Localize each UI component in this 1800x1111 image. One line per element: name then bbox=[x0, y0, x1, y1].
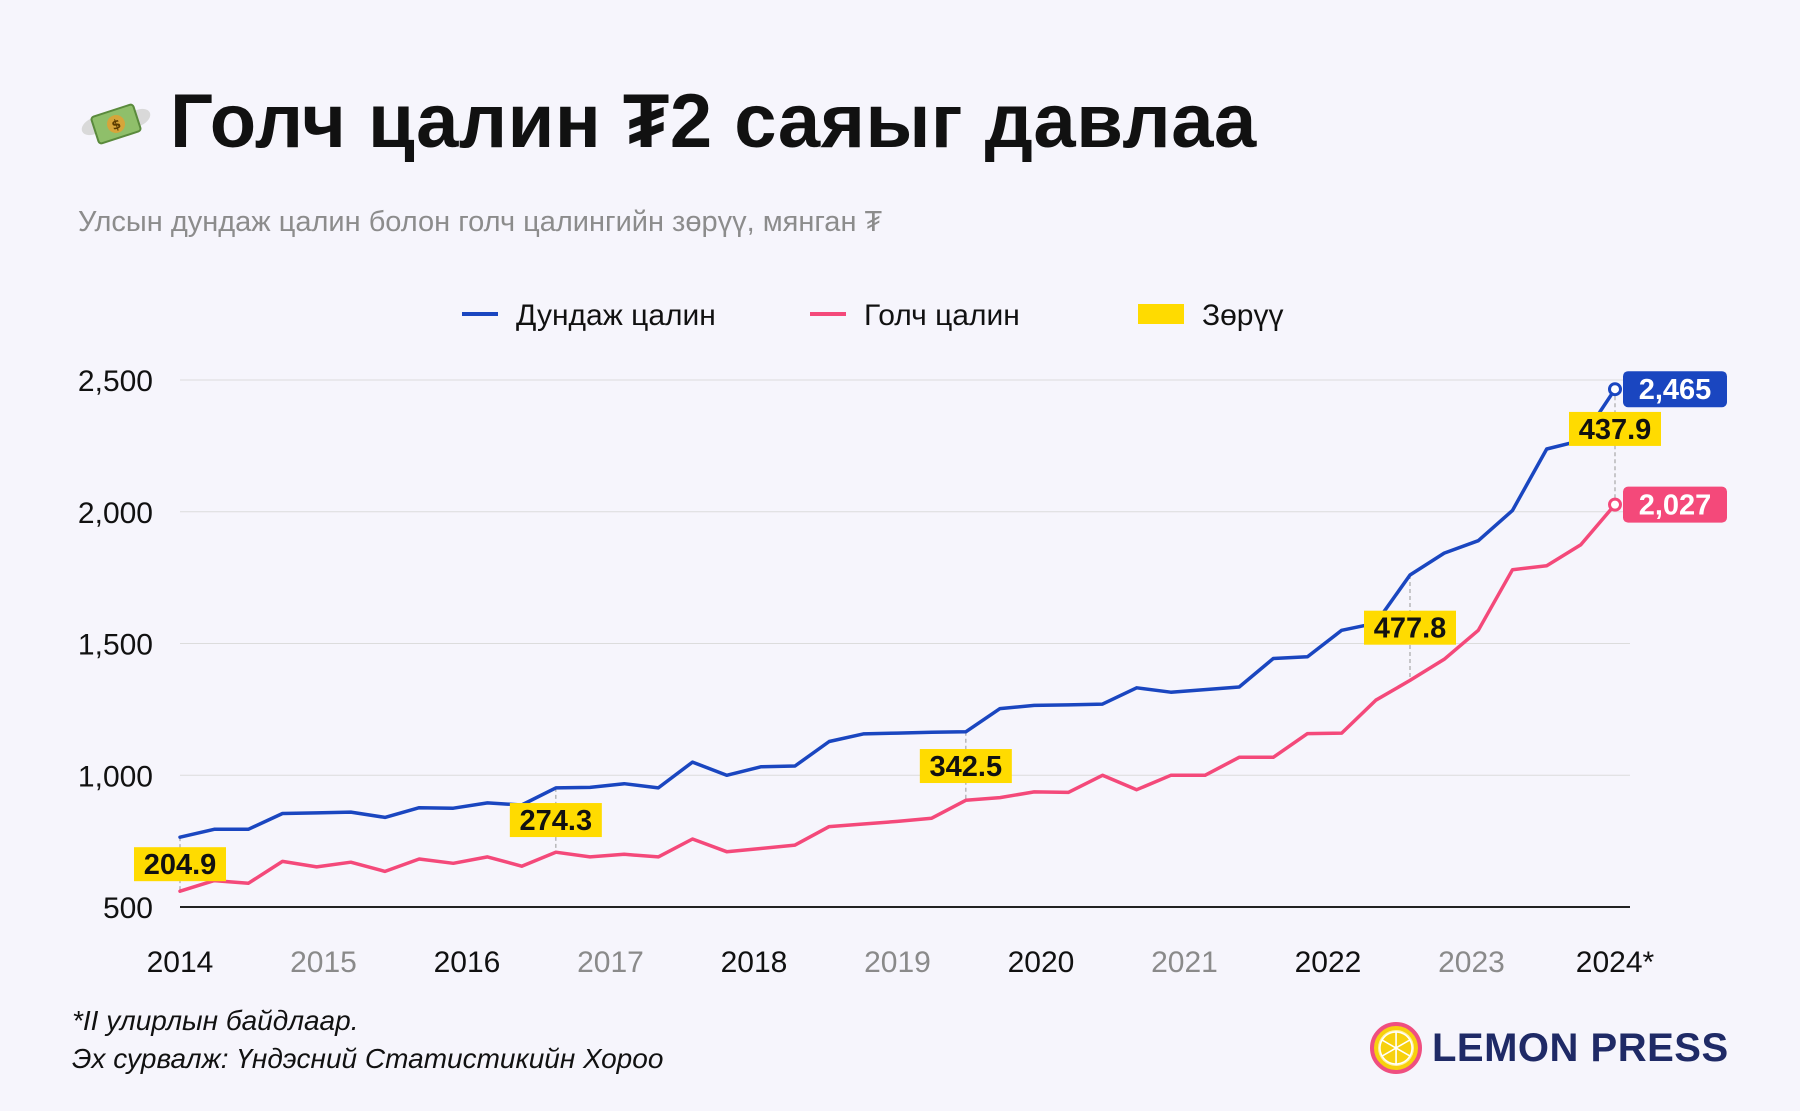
source-note: Эх сурвалж: Үндэсний Статистикийн Хороо bbox=[72, 1043, 664, 1074]
title-text: Голч цалин ₮2 саяыг давлаа bbox=[170, 79, 1257, 164]
y-tick-label: 1,000 bbox=[78, 760, 153, 793]
chart-subtitle: Улсын дундаж цалин болон голч цалингийн … bbox=[78, 206, 883, 238]
y-tick-label: 1,500 bbox=[78, 629, 153, 662]
avg-end-label-box bbox=[1623, 371, 1727, 408]
median-end-label-box bbox=[1623, 486, 1727, 523]
logo-text: LEMON PRESS bbox=[1432, 1025, 1729, 1070]
line-chart: Дундаж цалин Голч цалин Зөрүү 500 1,000 1,… bbox=[78, 299, 1727, 979]
legend-gap-swatch bbox=[1138, 304, 1184, 324]
gap-label-box bbox=[134, 847, 226, 882]
y-axis: 500 1,000 1,500 2,000 2,500 bbox=[78, 365, 1630, 925]
x-tick-label: 2016 bbox=[434, 946, 501, 979]
x-tick-label: 2023 bbox=[1438, 946, 1505, 979]
footnote-line-1: *II улирлын байдлаар. bbox=[72, 1005, 359, 1036]
x-tick-label: 2024* bbox=[1576, 946, 1655, 979]
footnote: *II улирлын байдлаар. Эх сурвалж: Үндэсн… bbox=[72, 1002, 663, 1078]
gap-label: 204.9 bbox=[144, 849, 217, 881]
y-tick-label: 2,500 bbox=[78, 365, 153, 398]
x-tick-label: 2019 bbox=[864, 946, 931, 979]
legend-median-label: Голч цалин bbox=[864, 299, 1020, 332]
end-labels: 2,465 2,027 bbox=[1608, 371, 1727, 523]
gap-label-box bbox=[1569, 411, 1661, 446]
gap-label: 274.3 bbox=[520, 805, 593, 837]
legend-avg-label: Дундаж цалин bbox=[516, 299, 716, 332]
gap-label: 477.8 bbox=[1374, 613, 1447, 645]
gap-label: 437.9 bbox=[1579, 414, 1652, 446]
x-tick-label: 2022 bbox=[1295, 946, 1362, 979]
avg-end-label: 2,465 bbox=[1639, 374, 1712, 406]
money-with-wings-icon: $ bbox=[81, 103, 151, 144]
gap-label-box bbox=[919, 749, 1012, 784]
legend-gap-label: Зөрүү bbox=[1202, 299, 1284, 332]
gap-label-box bbox=[509, 803, 602, 838]
x-axis: 2014 2015 2016 2017 2018 2019 2020 2021 2022 2023… bbox=[147, 946, 1655, 979]
median-end-label: 2,027 bbox=[1639, 490, 1712, 522]
x-tick-label: 2014 bbox=[147, 946, 214, 979]
avg-end-dot bbox=[1608, 382, 1622, 397]
svg-text:$: $ bbox=[110, 116, 123, 133]
y-tick-label: 500 bbox=[103, 892, 153, 925]
x-tick-label: 2018 bbox=[721, 946, 788, 979]
median-end-dot bbox=[1608, 497, 1622, 512]
x-tick-label: 2015 bbox=[290, 946, 357, 979]
x-tick-label: 2017 bbox=[577, 946, 644, 979]
gap-label-box bbox=[1364, 610, 1456, 645]
chart-title: $ Голч цалин ₮2 саяыг давлаа bbox=[80, 78, 1257, 165]
gap-label: 342.5 bbox=[930, 751, 1003, 783]
gridlines bbox=[180, 379, 1630, 776]
legend: Дундаж цалин Голч цалин Зөрүү bbox=[462, 299, 1284, 332]
lemon-slice-icon bbox=[1370, 1022, 1422, 1074]
median-wage-line bbox=[178, 502, 1617, 893]
y-tick-label: 2,000 bbox=[78, 497, 153, 530]
lemon-press-logo: LEMON PRESS bbox=[1370, 1022, 1729, 1074]
gap-labels: 204.9 274.3 342.5 477.8 437.9 bbox=[134, 411, 1661, 882]
x-tick-label: 2021 bbox=[1151, 946, 1218, 979]
x-tick-label: 2020 bbox=[1008, 946, 1075, 979]
